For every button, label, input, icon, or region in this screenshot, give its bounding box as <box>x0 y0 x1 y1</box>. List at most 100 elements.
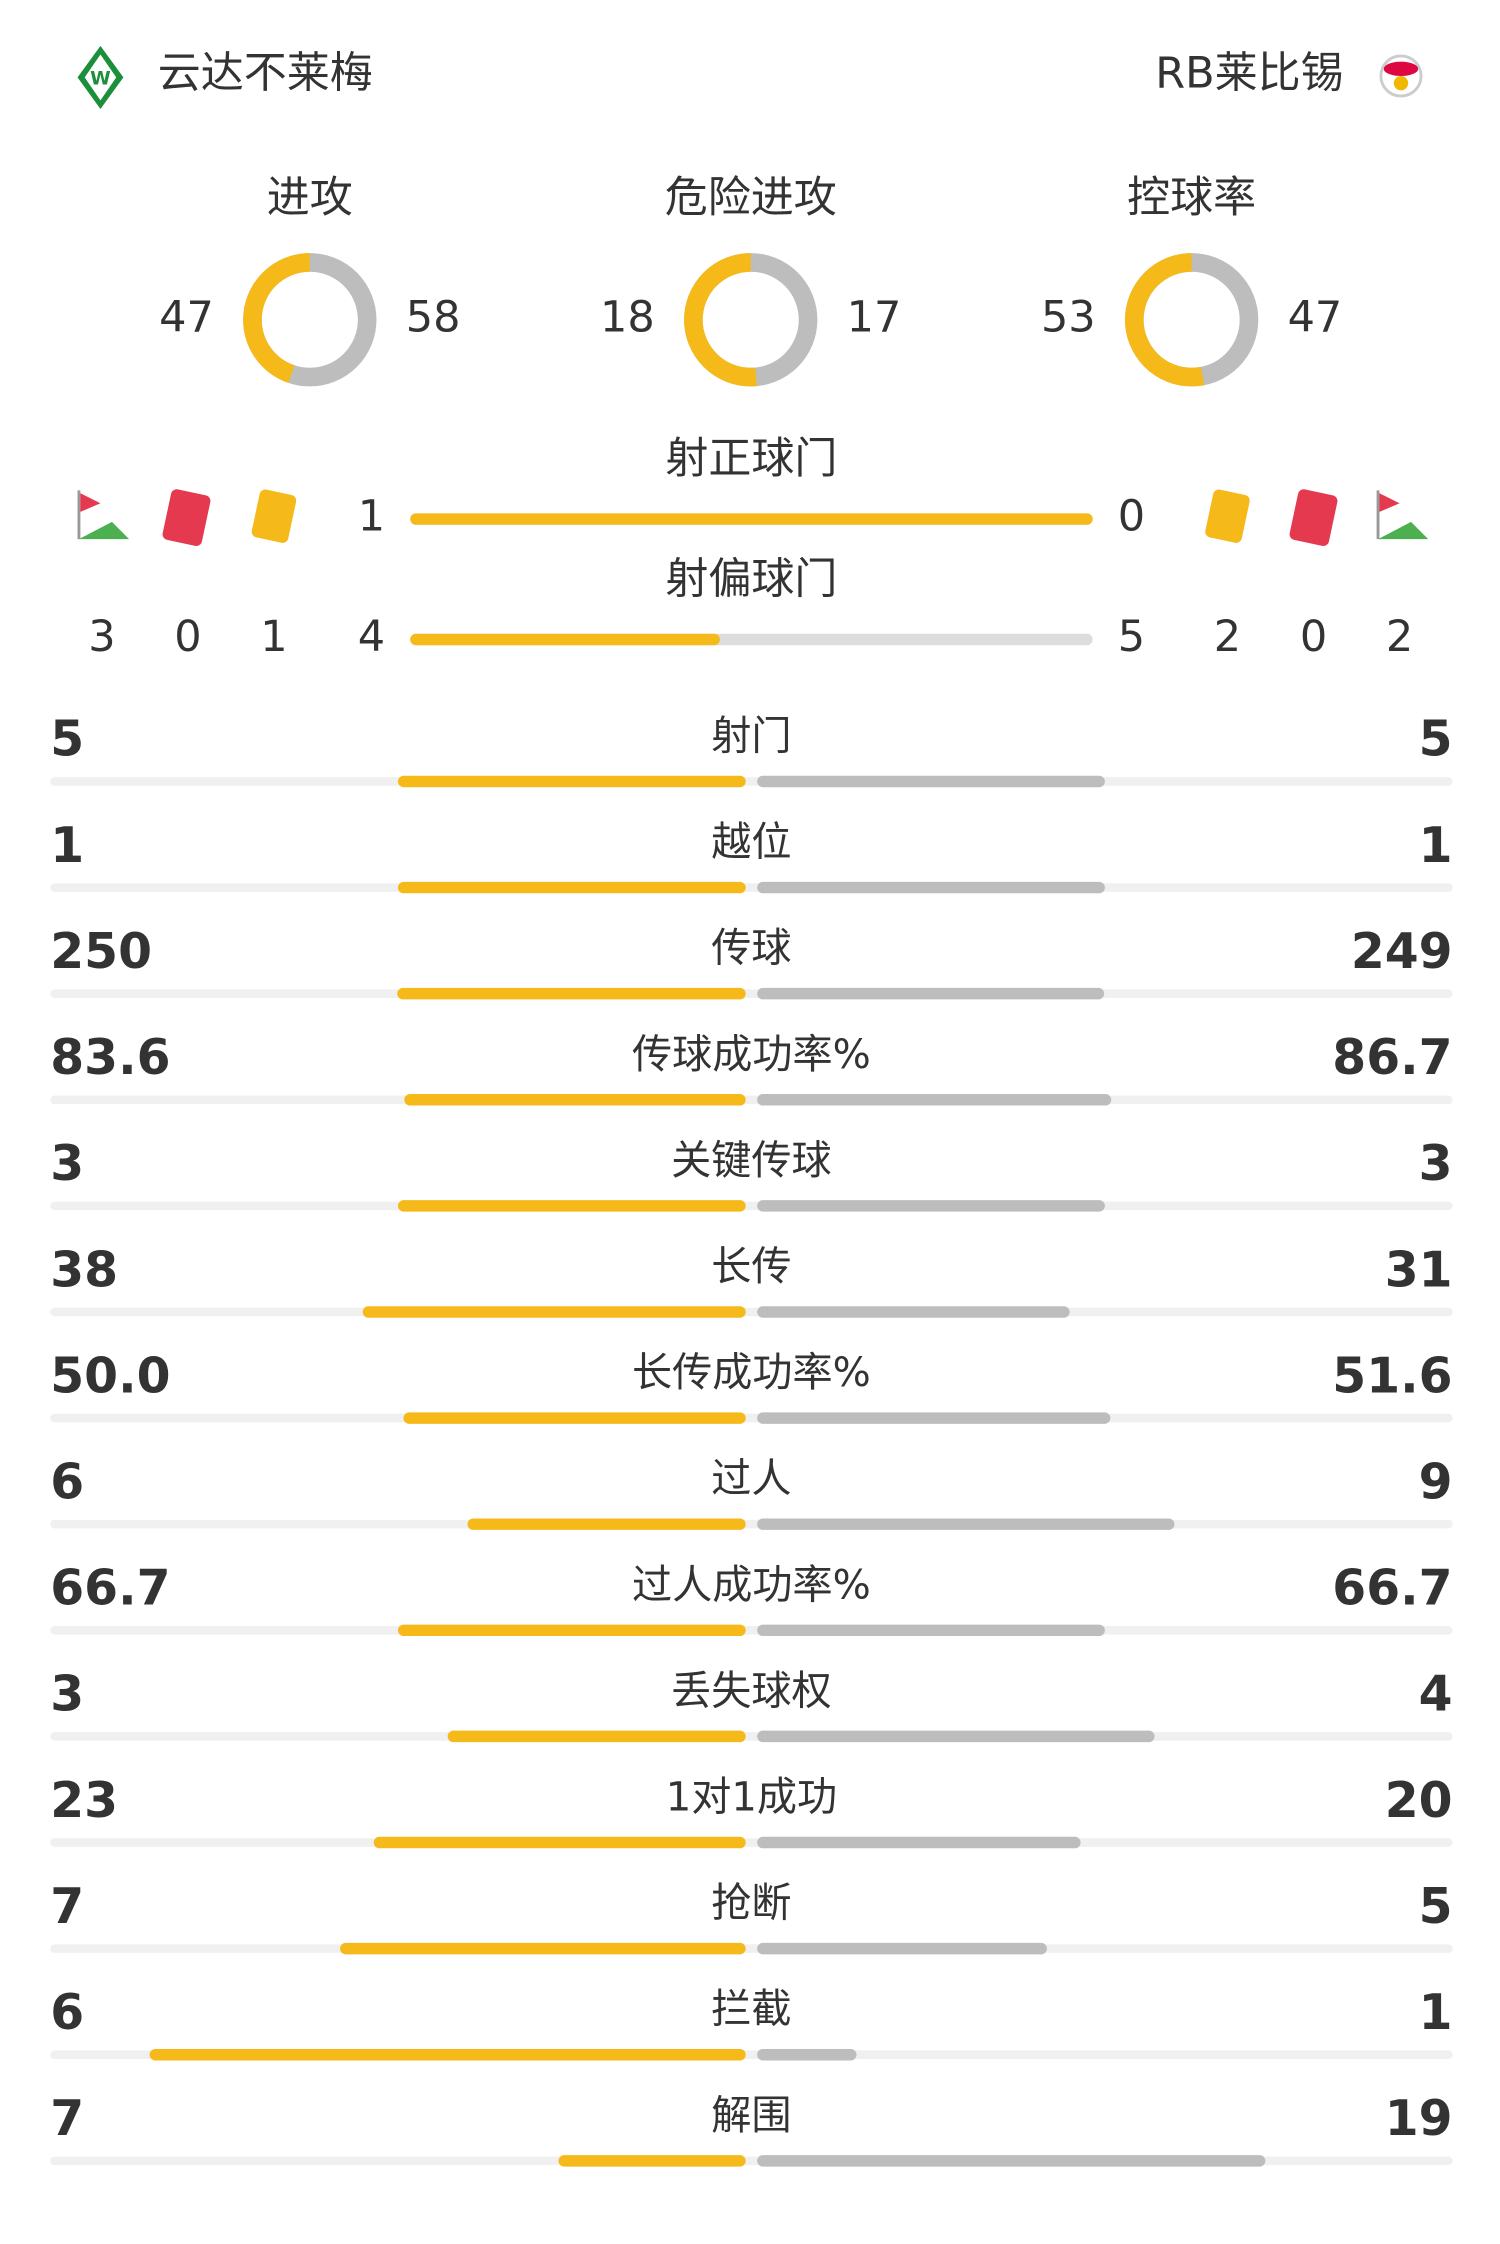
away-bar <box>757 1836 1081 1849</box>
away-bar <box>757 1730 1155 1743</box>
away-bar <box>757 1942 1047 1955</box>
away-value: 19 <box>1385 2091 1453 2147</box>
home-red: 0 <box>174 612 201 662</box>
stat-label: 传球 <box>711 926 791 972</box>
stat-label: 关键传球 <box>671 1138 832 1184</box>
track <box>50 1095 1453 1105</box>
stat-label: 丢失球权 <box>671 1668 832 1714</box>
stat-label: 抢断 <box>711 1881 791 1927</box>
away-logo <box>1379 54 1423 98</box>
home-value: 6 <box>50 1454 84 1510</box>
home-yellow: 1 <box>260 612 287 662</box>
away-bar <box>757 2155 1266 2167</box>
stat-label: 长传 <box>711 1244 791 1290</box>
away-bar <box>757 881 1105 894</box>
track <box>50 1201 1453 1211</box>
track <box>50 777 1453 786</box>
donut-home <box>243 253 377 387</box>
donut-label: 进攻 <box>267 173 353 223</box>
away-value: 5 <box>1419 712 1453 768</box>
away-bar <box>757 1306 1070 1318</box>
home-bar <box>558 2155 746 2167</box>
home-bar <box>397 775 746 788</box>
away-value: 58 <box>406 292 461 342</box>
home-bar <box>404 1094 746 1106</box>
home-value: 6 <box>50 1985 84 2041</box>
track <box>50 1413 1453 1423</box>
away-value: 249 <box>1351 924 1453 980</box>
stat-label: 拦截 <box>711 1987 791 2033</box>
home-bar <box>467 1518 746 1530</box>
home-bar <box>403 1412 746 1424</box>
away-bar <box>757 2048 857 2061</box>
away-bar <box>757 1412 1111 1424</box>
home-bar <box>340 1942 746 1955</box>
away-bar <box>757 1094 1112 1106</box>
home-value: 23 <box>50 1773 118 1829</box>
donut-label: 控球率 <box>1127 173 1256 223</box>
stat-label: 过人成功率% <box>632 1562 871 1608</box>
away-value: 20 <box>1385 1773 1453 1829</box>
away-corners: 2 <box>1386 612 1413 662</box>
away-value: 1 <box>1419 818 1453 874</box>
home-value: 7 <box>50 2091 84 2147</box>
track <box>50 1838 1453 1847</box>
home-value: 1 <box>358 492 385 542</box>
home-value: 53 <box>1041 292 1096 342</box>
home-value: 3 <box>50 1136 84 1192</box>
home-bar <box>373 1836 746 1849</box>
home-value: 66.7 <box>50 1561 170 1617</box>
home-value: 1 <box>50 818 84 874</box>
stat-label: 传球成功率% <box>632 1032 871 1078</box>
track <box>50 883 1453 892</box>
away-value: 4 <box>1419 1667 1453 1723</box>
away-value: 9 <box>1419 1454 1453 1510</box>
home-bar <box>149 2048 746 2061</box>
track <box>50 1732 1453 1741</box>
home-value: 7 <box>50 1879 84 1935</box>
home-bar <box>362 1306 746 1318</box>
home-value: 250 <box>50 924 152 980</box>
away-bar <box>757 775 1105 788</box>
away-value: 66.7 <box>1332 1561 1452 1617</box>
home-bar <box>447 1730 746 1743</box>
stat-label: 越位 <box>711 820 791 866</box>
track <box>50 1944 1453 1953</box>
away-value: 31 <box>1385 1242 1453 1298</box>
stat-label: 过人 <box>711 1456 791 1502</box>
donut-home <box>684 253 818 387</box>
stat-label: 解围 <box>711 2093 791 2139</box>
home-value: 50.0 <box>50 1348 170 1404</box>
donut-home <box>1124 253 1259 387</box>
stat-label: 长传成功率% <box>632 1350 871 1396</box>
away-value: 86.7 <box>1332 1030 1452 1086</box>
home-bar <box>397 987 746 1000</box>
home-value: 47 <box>159 292 214 342</box>
svg-text:W: W <box>90 68 111 89</box>
away-red: 0 <box>1300 612 1327 662</box>
away-team: RB莱比锡 <box>1155 48 1343 98</box>
stat-label: 射门 <box>711 713 791 759</box>
away-bar <box>757 1200 1105 1212</box>
home-bar <box>397 1624 746 1637</box>
away-value: 5 <box>1118 612 1145 662</box>
home-value: 5 <box>50 712 84 768</box>
track <box>50 1626 1453 1635</box>
home-team: 云达不莱梅 <box>158 48 373 98</box>
track <box>50 989 1453 998</box>
away-bar <box>757 1518 1175 1530</box>
shot-label: 射偏球门 <box>665 555 837 605</box>
shot-label: 射正球门 <box>665 434 837 484</box>
away-value: 17 <box>847 292 902 342</box>
away-bar <box>757 987 1105 1000</box>
card-icons <box>77 489 1429 546</box>
away-value: 51.6 <box>1332 1348 1452 1404</box>
home-bar <box>397 881 746 894</box>
home-bar <box>397 1200 746 1212</box>
away-yellow: 2 <box>1214 612 1241 662</box>
donut-label: 危险进攻 <box>665 173 837 223</box>
away-value: 3 <box>1419 1136 1453 1192</box>
home-value: 3 <box>50 1667 84 1723</box>
